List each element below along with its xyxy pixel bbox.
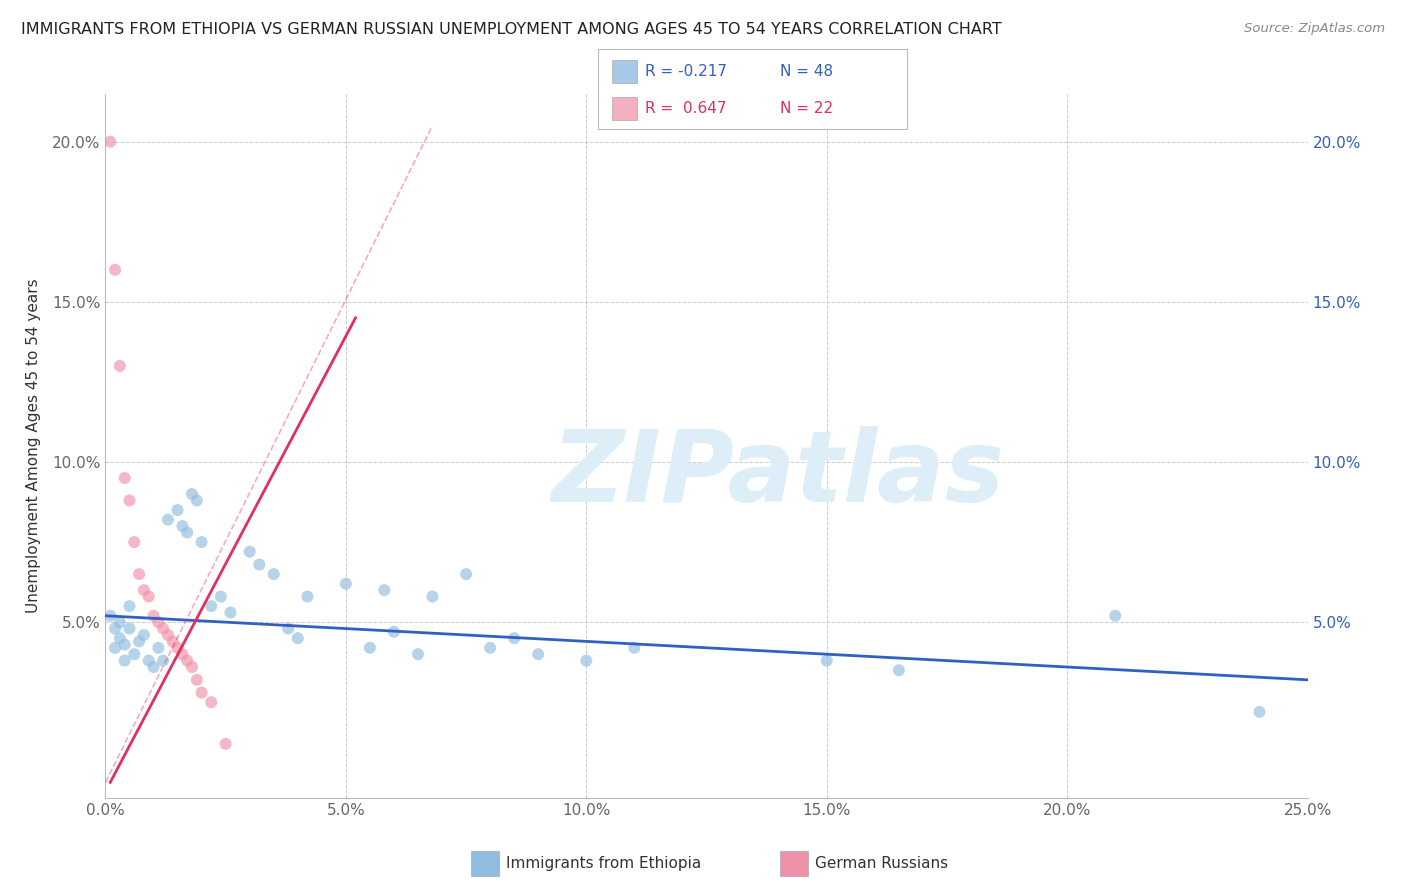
Point [186,673,208,687]
Point [118,493,141,508]
Point [114,638,136,652]
Text: N = 48: N = 48 [780,64,834,78]
Point [815,654,838,668]
Point [263,567,285,582]
Point [503,631,526,645]
Text: IMMIGRANTS FROM ETHIOPIA VS GERMAN RUSSIAN UNEMPLOYMENT AMONG AGES 45 TO 54 YEAR: IMMIGRANTS FROM ETHIOPIA VS GERMAN RUSSI… [21,22,1002,37]
Y-axis label: Unemployment Among Ages 45 to 54 years: Unemployment Among Ages 45 to 54 years [27,278,41,614]
Point [114,654,136,668]
Point [200,695,222,709]
Point [623,640,645,655]
Point [104,262,127,277]
Point [148,640,170,655]
Point [1249,705,1271,719]
Point [132,583,155,598]
Text: German Russians: German Russians [815,856,949,871]
Point [373,583,395,598]
Point [104,622,127,636]
Point [108,359,131,373]
Point [887,663,910,677]
Point [118,599,141,614]
Point [156,628,179,642]
Point [138,590,160,604]
Point [152,654,174,668]
Text: R = -0.217: R = -0.217 [645,64,727,78]
Point [98,135,121,149]
Point [382,624,405,639]
Point [138,654,160,668]
Point [172,647,194,661]
Point [98,608,121,623]
Point [148,615,170,630]
Point [172,519,194,533]
Point [527,647,550,661]
Point [162,634,184,648]
Point [406,647,429,661]
Point [186,493,208,508]
Point [479,640,502,655]
Point [124,647,146,661]
Text: Source: ZipAtlas.com: Source: ZipAtlas.com [1244,22,1385,36]
Point [190,535,212,549]
Point [422,590,444,604]
Point [108,615,131,630]
Point [142,608,165,623]
Point [176,654,198,668]
Point [277,622,299,636]
Point [152,622,174,636]
Text: Immigrants from Ethiopia: Immigrants from Ethiopia [506,856,702,871]
Point [247,558,270,572]
Point [108,631,131,645]
Point [166,503,188,517]
Point [359,640,381,655]
Point [209,590,232,604]
Point [118,622,141,636]
Point [1104,608,1126,623]
Point [190,685,212,699]
Point [124,535,146,549]
Text: R =  0.647: R = 0.647 [645,102,727,116]
Point [239,544,262,558]
Point [181,660,204,674]
Point [128,634,150,648]
Point [454,567,477,582]
Point [132,628,155,642]
Point [128,567,150,582]
Point [156,513,179,527]
Point [200,599,222,614]
Point [335,576,357,591]
Point [287,631,309,645]
Point [166,640,188,655]
Point [219,606,242,620]
Text: N = 22: N = 22 [780,102,834,116]
Point [114,471,136,485]
Point [142,660,165,674]
Point [297,590,319,604]
Point [104,640,127,655]
Text: ZIPatlas: ZIPatlas [553,425,1005,523]
Point [575,654,598,668]
Point [181,487,204,501]
Point [176,525,198,540]
Point [214,737,236,751]
